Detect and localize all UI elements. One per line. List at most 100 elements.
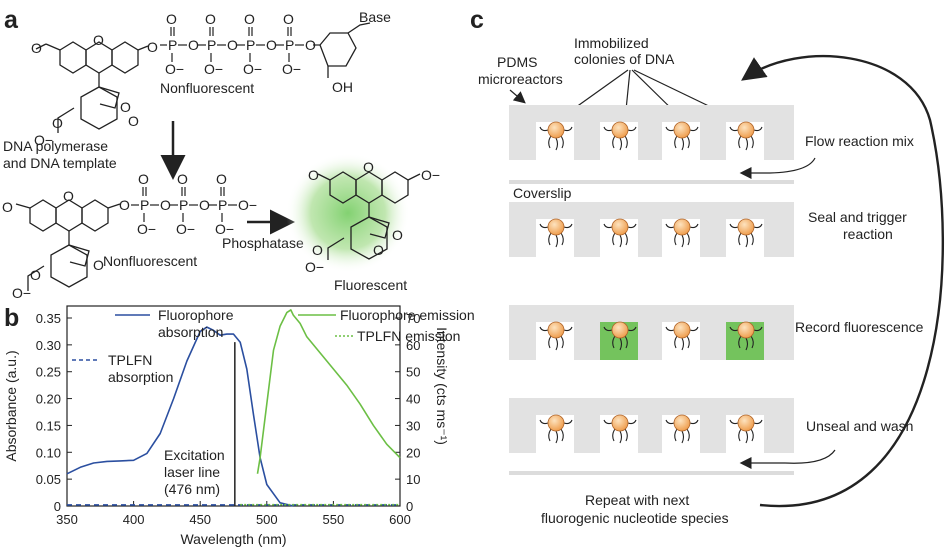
fluorescent-product <box>317 171 421 260</box>
dna-colony-bead <box>547 218 565 236</box>
y2-tick-label: 30 <box>406 418 420 433</box>
dna-strands <box>665 326 699 351</box>
dna-strands <box>665 126 699 151</box>
pdms-pointer-arrow <box>509 89 526 104</box>
legend-tplfn-abs-2: absorption <box>108 369 173 385</box>
atom-o-minus: O− <box>421 167 440 183</box>
repeat-label-1: Repeat with next <box>585 492 689 508</box>
atom-o: O <box>128 113 139 129</box>
phosphate-chain-middle: P O P O P O− O O O O− O− O− <box>131 171 257 237</box>
dna-colony-bead <box>673 321 691 339</box>
dna-strands <box>665 419 699 444</box>
y2-tick-label: 20 <box>406 445 420 460</box>
x-tick-label: 400 <box>123 512 145 527</box>
plot-frame <box>66 305 401 507</box>
y2-tick-label: 10 <box>406 472 420 487</box>
panel-b: b 350 400 450 500 550 60000.050.100.150.200.2… <box>3 304 475 547</box>
dna-colony-bead <box>611 121 629 139</box>
immobilized-label-1: Immobilized <box>574 35 649 51</box>
atom-o-minus: O− <box>305 259 324 275</box>
panel-c: c Immobilized colonies of DNA PDMS micro… <box>470 6 944 526</box>
y2-tick-label: 0 <box>406 499 413 514</box>
absorbance-chart: 350 400 450 500 550 60000.050.100.150.200.250… <box>3 305 450 547</box>
dna-strands <box>603 223 637 248</box>
atom-o: O <box>363 159 374 175</box>
atom-p: P <box>207 37 216 53</box>
atom-o: O <box>160 197 171 213</box>
y-tick-label: 0.35 <box>36 311 61 326</box>
legend-fluor-em: Fluorophore emission <box>340 307 475 323</box>
atom-o-minus: O− <box>238 197 257 213</box>
atom-o: O <box>227 37 238 53</box>
legend-tplfn-em: TPLFN emission <box>357 328 460 344</box>
dna-strands <box>539 223 573 248</box>
atom-o: O <box>120 99 131 115</box>
immobilized-label-2: colonies of DNA <box>574 51 675 67</box>
y2-axis-label: Intensity (cts ms⁻¹) <box>434 327 450 445</box>
y-tick-label: 0.15 <box>36 418 61 433</box>
dna-colony-bead <box>673 414 691 432</box>
dna-colony-bead <box>673 121 691 139</box>
legend-tplfn-abs-1: TPLFN <box>108 352 152 368</box>
dna-strands <box>539 126 573 151</box>
atom-o: O <box>283 11 294 27</box>
fluorescence-glow <box>286 153 410 273</box>
atom-p: P <box>246 37 255 53</box>
y-tick-label: 0.05 <box>36 472 61 487</box>
step-seal-label-2: reaction <box>843 226 893 242</box>
dna-colony-bead <box>547 321 565 339</box>
x-tick-label: 350 <box>56 512 78 527</box>
atom-o: O <box>2 199 13 215</box>
y-tick-label: 0.10 <box>36 445 61 460</box>
y2-tick-label: 50 <box>406 365 420 380</box>
repeat-label-2: fluorogenic nucleotide species <box>541 510 729 526</box>
atom-p: P <box>218 197 227 213</box>
dna-strands <box>539 326 573 351</box>
oh-label: OH <box>332 79 353 95</box>
panel-b-letter: b <box>4 304 19 332</box>
atom-o-minus: O− <box>176 221 195 237</box>
y-tick-label: 0.20 <box>36 392 61 407</box>
dna-strands <box>603 326 637 351</box>
dna-strands <box>603 419 637 444</box>
dna-strands <box>729 419 763 444</box>
atom-o-minus: O− <box>215 221 234 237</box>
atom-o-minus: O− <box>12 285 31 301</box>
atom-o-minus: O− <box>137 221 156 237</box>
nonfluorescent-label-mid: Nonfluorescent <box>103 253 197 269</box>
coverslip-bar-top <box>509 180 794 184</box>
atom-o: O <box>30 267 41 283</box>
dna-strands <box>603 126 637 151</box>
atom-p: P <box>168 37 177 53</box>
dna-colony-bead <box>737 218 755 236</box>
atom-o: O <box>188 37 199 53</box>
pdms-label-1: PDMS <box>497 54 537 70</box>
cycle-arrow <box>741 54 944 508</box>
dna-colony-bead <box>611 218 629 236</box>
nonfluorescent-label-top: Nonfluorescent <box>160 80 254 96</box>
annotation-excitation-2: laser line <box>164 464 220 480</box>
dna-strands <box>729 326 763 351</box>
dna-colony-bead <box>611 321 629 339</box>
sugar-ring <box>319 22 371 78</box>
atom-o: O <box>266 37 277 53</box>
panel-a: a O O O O O O O− P O P O P O P O <box>2 6 440 301</box>
atom-o: O <box>373 242 384 258</box>
dna-strands <box>665 223 699 248</box>
series-line <box>66 326 294 507</box>
x-tick-label: 550 <box>323 512 345 527</box>
atom-o: O <box>93 257 104 273</box>
y2-tick-label: 40 <box>406 392 420 407</box>
atom-o: O <box>244 11 255 27</box>
wash-arrow <box>739 449 836 469</box>
x-tick-label: 450 <box>189 512 211 527</box>
step-record-label: Record fluorescence <box>795 319 924 335</box>
atom-o: O <box>308 167 319 183</box>
series-line <box>256 309 401 474</box>
dna-strands <box>729 126 763 151</box>
atom-o: O <box>199 197 210 213</box>
dna-colony-bead <box>547 414 565 432</box>
y-tick-label: 0 <box>54 499 61 514</box>
y2-tick-label: 70 <box>406 311 420 326</box>
dna-colony-bead <box>737 321 755 339</box>
